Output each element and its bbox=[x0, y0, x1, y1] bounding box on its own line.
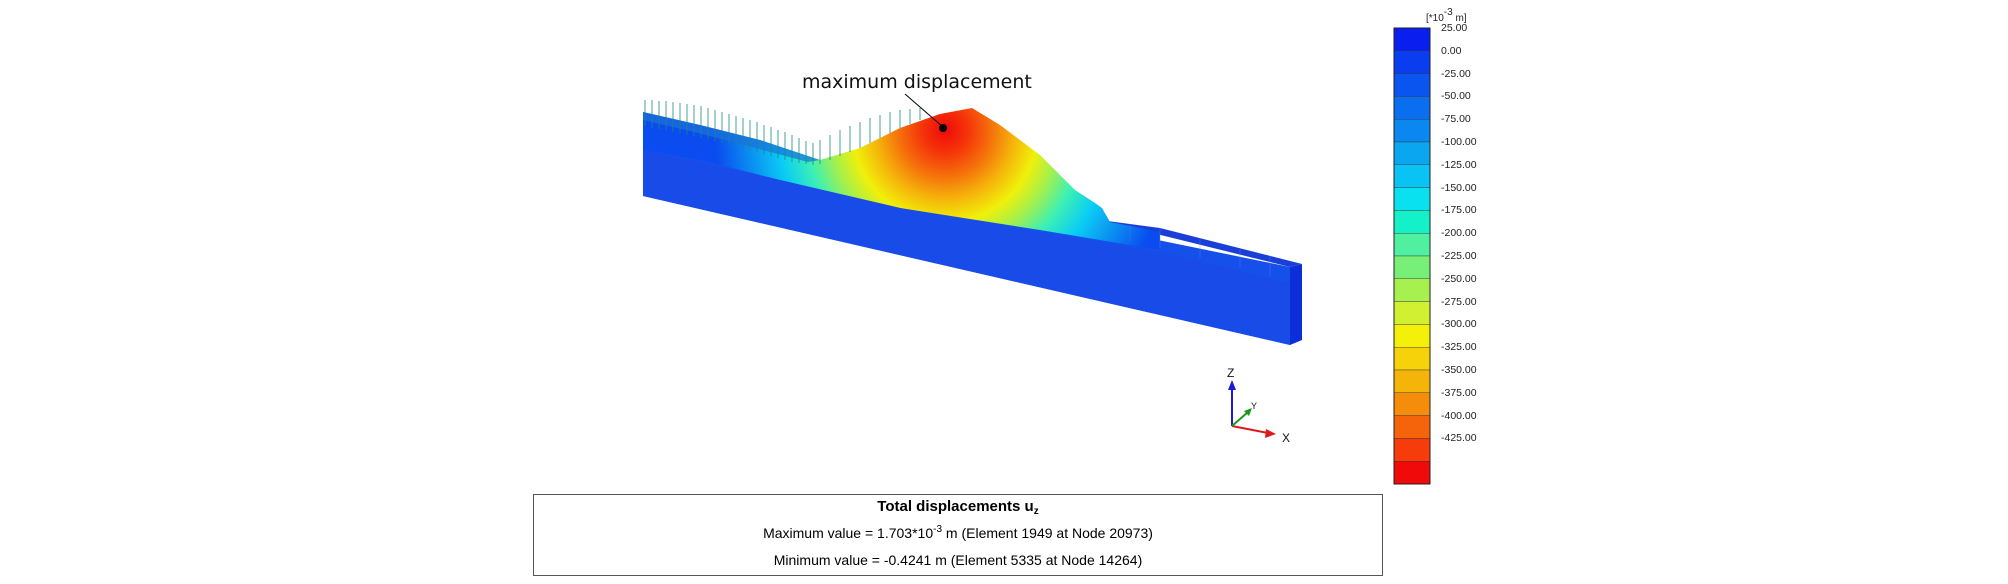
legend-cell bbox=[1393, 50, 1431, 74]
legend-tick-label: -175.00 bbox=[1441, 204, 1477, 217]
legend-cell bbox=[1393, 141, 1431, 165]
legend-tick-label: -250.00 bbox=[1441, 272, 1477, 285]
legend-cell bbox=[1393, 164, 1431, 188]
callout-leader bbox=[904, 93, 944, 128]
legend-cell bbox=[1393, 210, 1431, 234]
legend-cell bbox=[1393, 438, 1431, 462]
legend-tick-label: -50.00 bbox=[1441, 90, 1471, 103]
legend-cell bbox=[1393, 187, 1431, 211]
results-title: Total displacements uz bbox=[877, 498, 1039, 517]
legend-cell bbox=[1393, 324, 1431, 348]
legend-tick-label: -300.00 bbox=[1441, 318, 1477, 331]
legend-cell bbox=[1393, 278, 1431, 302]
y-axis bbox=[1231, 411, 1249, 427]
legend-cell bbox=[1393, 96, 1431, 120]
y-arrowhead bbox=[1244, 408, 1252, 416]
legend-color-bar bbox=[1393, 27, 1431, 485]
lower-stratum bbox=[643, 150, 1290, 345]
legend-cell bbox=[1393, 27, 1431, 51]
legend-frame bbox=[1393, 27, 1431, 485]
legend-cell bbox=[1393, 255, 1431, 279]
legend-tick-label: -400.00 bbox=[1441, 409, 1477, 422]
legend-cell bbox=[1393, 118, 1431, 143]
x-arrowhead bbox=[1265, 429, 1276, 438]
legend-tick-label: 25.00 bbox=[1441, 22, 1468, 34]
maximum-value: Maximum value = 1.703*10-3 m (Element 19… bbox=[763, 524, 1153, 541]
legend-tick-label: 0.00 bbox=[1441, 44, 1462, 57]
berm-mesh bbox=[1099, 220, 1271, 276]
model-end-face bbox=[1290, 264, 1302, 345]
legend-tick-label: -25.00 bbox=[1441, 67, 1471, 80]
results-info-box: Total displacements uz Maximum value = 1… bbox=[533, 494, 1383, 576]
legend-tick-label: -100.00 bbox=[1441, 136, 1477, 148]
z-axis-label: Z bbox=[1227, 366, 1235, 380]
legend-cell bbox=[1393, 392, 1431, 416]
legend-tick-label: -150.00 bbox=[1441, 181, 1477, 194]
legend-cell bbox=[1393, 347, 1431, 371]
legend-cell bbox=[1393, 73, 1431, 97]
x-axis bbox=[1231, 425, 1269, 434]
legend-tick-label: -325.00 bbox=[1441, 341, 1477, 354]
legend-tick-label: -375.00 bbox=[1441, 386, 1477, 399]
z-arrowhead bbox=[1228, 380, 1236, 390]
legend-cell bbox=[1393, 415, 1431, 439]
max-point-marker bbox=[939, 124, 947, 132]
legend-cell bbox=[1393, 461, 1431, 485]
y-axis-label: Y bbox=[1251, 401, 1258, 411]
legend-tick-label: -225.00 bbox=[1441, 250, 1477, 262]
minimum-value: Minimum value = -0.4241 m (Element 5335 … bbox=[773, 552, 1143, 568]
legend-cell bbox=[1393, 232, 1431, 257]
x-axis-label: X bbox=[1282, 431, 1291, 445]
embankment-heatmap bbox=[643, 108, 1160, 250]
legend-cell bbox=[1393, 369, 1431, 393]
legend-tick-label: -275.00 bbox=[1441, 295, 1477, 308]
load-arrows bbox=[644, 100, 921, 165]
legend-tick-label: -125.00 bbox=[1441, 158, 1477, 171]
legend-unit: [*10-3 m] bbox=[1426, 7, 1467, 24]
max-displacement-callout: maximum displacement bbox=[802, 71, 1032, 93]
legend-tick-label: -75.00 bbox=[1441, 113, 1471, 126]
axis-triad bbox=[1228, 380, 1276, 438]
legend-cell bbox=[1393, 301, 1431, 325]
legend-tick-label: -425.00 bbox=[1441, 432, 1477, 445]
legend-tick-label: -350.00 bbox=[1441, 364, 1477, 376]
legend-tick-label: -200.00 bbox=[1441, 227, 1477, 240]
